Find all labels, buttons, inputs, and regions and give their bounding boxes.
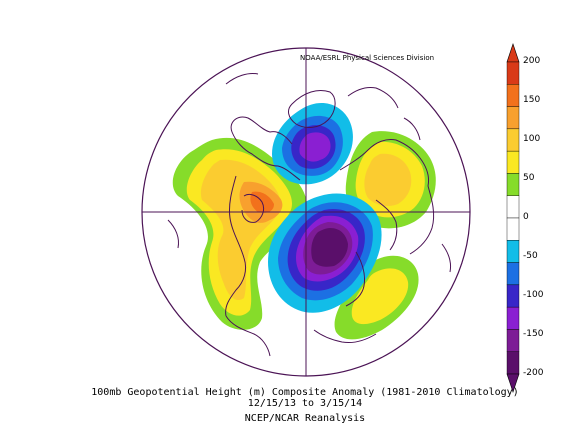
caption-title: 100mb Geopotential Height (m) Composite … xyxy=(91,387,519,398)
caption-source: NCEP/NCAR Reanalysis xyxy=(244,413,366,424)
colorbar-segment xyxy=(506,61,520,85)
colorbar-tick-label: -50 xyxy=(523,251,538,261)
colorbar-segment xyxy=(506,217,520,241)
colorbar-tick-label: -100 xyxy=(523,290,544,300)
coastlines xyxy=(167,65,451,357)
colorbar-tick-label: 100 xyxy=(523,134,541,144)
colorbar-tick-label: -150 xyxy=(523,329,544,339)
colorbar-tick-label: 0 xyxy=(523,212,529,222)
credit-label: NOAA/ESRL Physical Sciences Division xyxy=(300,54,435,62)
colorbar-segment xyxy=(506,195,520,219)
colorbar-tick-label: 50 xyxy=(523,173,535,183)
colorbar-segment xyxy=(506,351,520,375)
colorbar-arrow-top xyxy=(506,43,520,63)
colorbar-segment xyxy=(506,240,520,263)
colorbar-segment xyxy=(506,106,520,130)
colorbar-tick-label: -200 xyxy=(523,368,544,378)
colorbar-segment xyxy=(506,306,520,330)
colorbar-segment xyxy=(506,128,520,152)
colorbar-segment xyxy=(506,84,520,107)
colorbar-segment xyxy=(506,284,520,308)
colorbar xyxy=(506,43,520,393)
colorbar-segment xyxy=(506,262,520,286)
colorbar-segment xyxy=(506,173,520,196)
caption-date-range: 12/15/13 to 3/15/14 xyxy=(247,398,363,409)
colorbar-segment xyxy=(506,329,520,352)
colorbar-arrow-bottom xyxy=(506,373,520,393)
colorbar-tick-label: 150 xyxy=(523,95,541,105)
colorbar-tick-label: 200 xyxy=(523,56,541,66)
colorbar-segment xyxy=(506,150,520,174)
